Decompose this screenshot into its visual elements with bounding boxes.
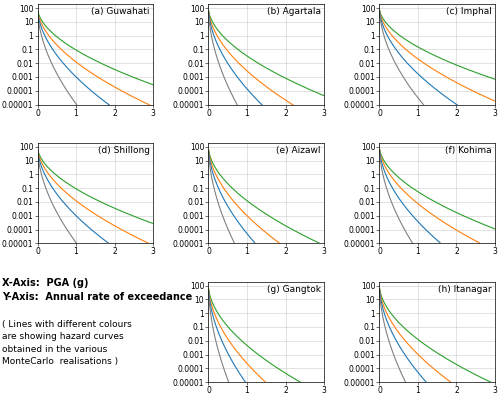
Text: X-Axis:  PGA (g)
Y-Axis:  Annual rate of exceedance: X-Axis: PGA (g) Y-Axis: Annual rate of e…: [2, 277, 193, 302]
Text: (b) Agartala: (b) Agartala: [266, 7, 320, 16]
Text: (g) Gangtok: (g) Gangtok: [266, 285, 320, 294]
Text: (c) Imphal: (c) Imphal: [446, 7, 492, 16]
Text: (a) Guwahati: (a) Guwahati: [91, 7, 150, 16]
Text: (d) Shillong: (d) Shillong: [98, 146, 150, 155]
Text: (h) Itanagar: (h) Itanagar: [438, 285, 492, 294]
Text: (e) Aizawl: (e) Aizawl: [276, 146, 320, 155]
Text: ( Lines with different colours
are showing hazard curves
obtained in the various: ( Lines with different colours are showi…: [2, 307, 132, 367]
Text: (f) Kohima: (f) Kohima: [445, 146, 492, 155]
